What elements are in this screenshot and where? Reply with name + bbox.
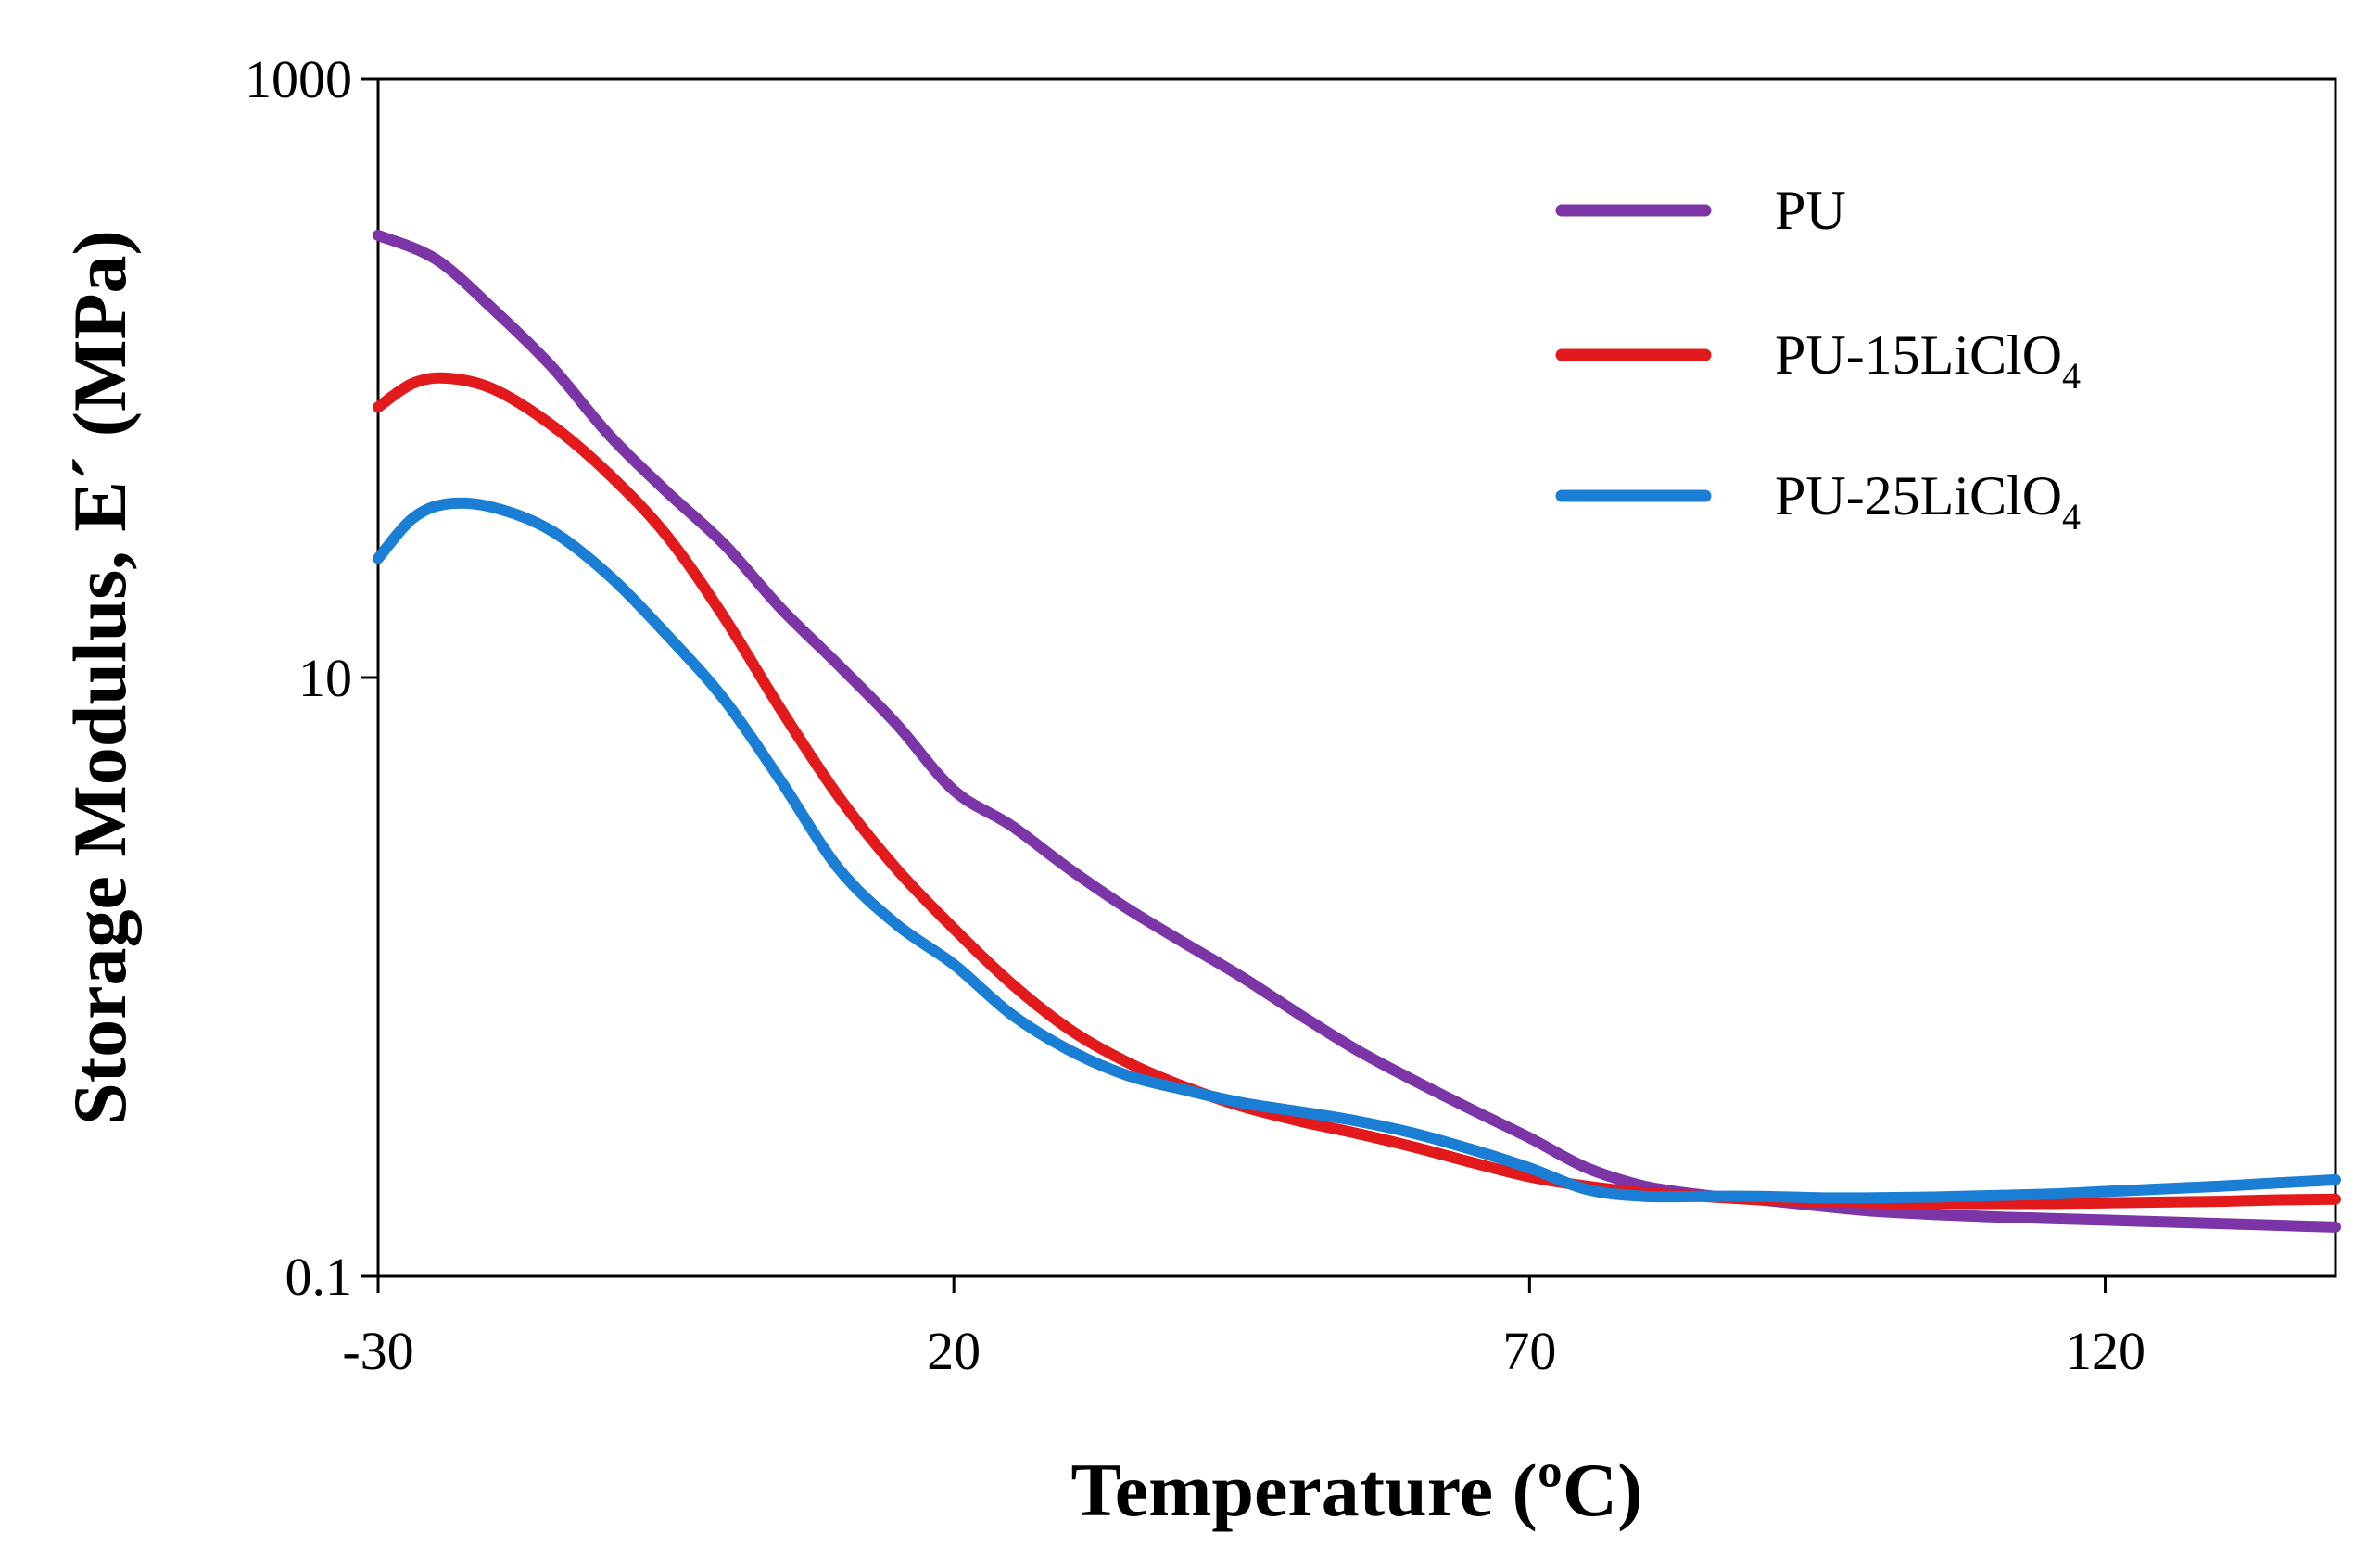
y-tick-label: 0.1	[285, 1247, 353, 1307]
legend-label-1: PU-15LiClO4	[1775, 324, 2081, 397]
series-line-2	[373, 497, 2341, 1204]
y-axis-ticks: 0.1 10 1000	[245, 49, 378, 1307]
y-tick-label: 10	[298, 648, 352, 708]
x-tick-label: 20	[927, 1321, 981, 1381]
plot-frame	[376, 77, 2337, 1278]
legend: PU PU-15LiClO4 PU-25LiClO4	[1555, 180, 2081, 538]
series-line-0	[373, 229, 2341, 1233]
legend-label-0: PU	[1775, 180, 1846, 241]
series-lines	[373, 229, 2341, 1233]
x-axis-title: Temperature (ºC)	[1071, 1448, 1643, 1532]
x-tick-label: 70	[1502, 1321, 1556, 1381]
x-tick-label: -30	[342, 1321, 413, 1381]
x-tick-label: 120	[2065, 1321, 2146, 1381]
legend-label-2: PU-25LiClO4	[1775, 465, 2081, 538]
x-axis-ticks: -30 20 70 120	[342, 1276, 2146, 1381]
y-axis-title: Storage Modulus, E´ (MPa)	[57, 230, 142, 1125]
y-tick-label: 1000	[245, 49, 352, 109]
series-line-1	[373, 372, 2341, 1210]
